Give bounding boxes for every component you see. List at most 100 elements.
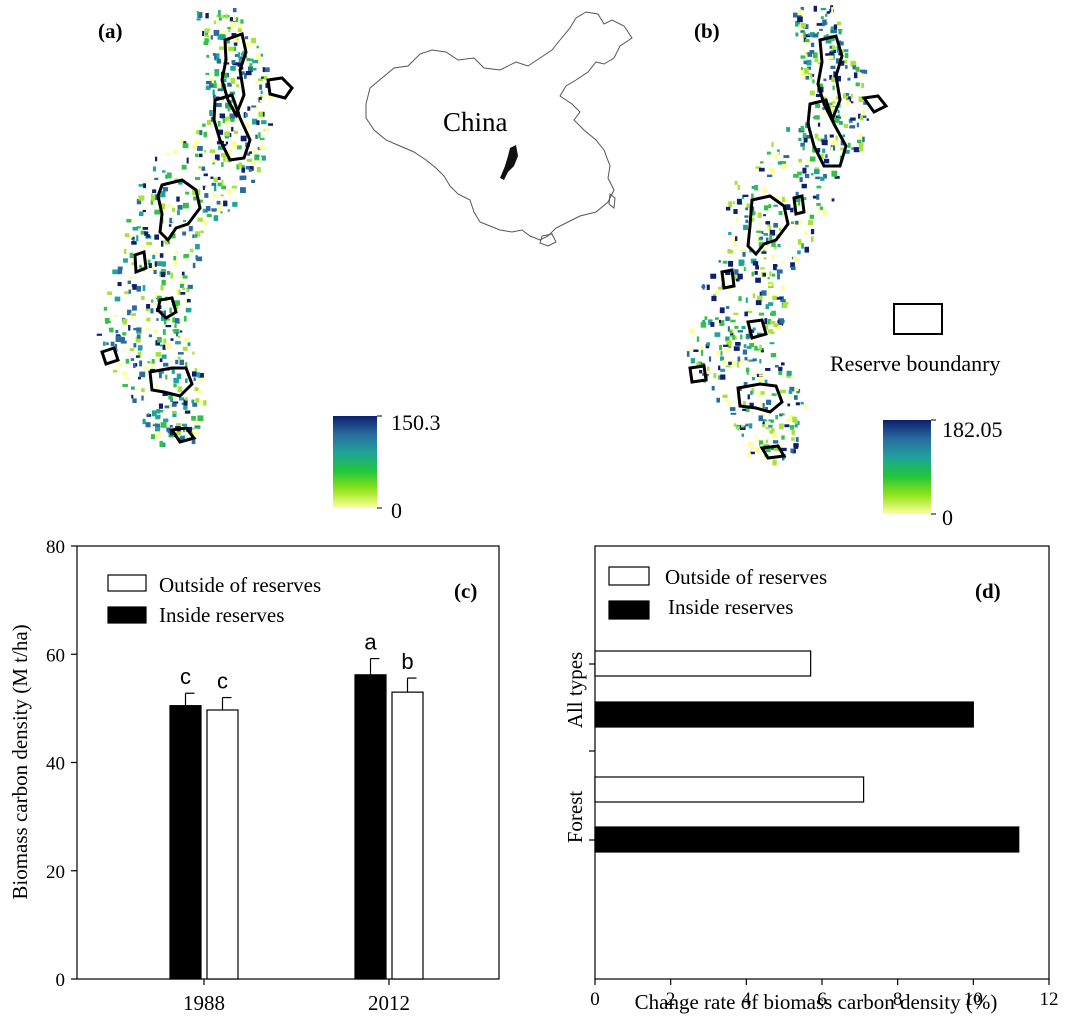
map-a-pixel bbox=[211, 159, 217, 163]
map-b-pixel bbox=[783, 155, 790, 158]
map-b-pixel bbox=[743, 266, 746, 271]
map-a-pixel bbox=[161, 203, 166, 209]
map-b-pixel bbox=[722, 394, 728, 398]
map-b-pixel bbox=[754, 435, 758, 438]
map-b-pixel bbox=[797, 16, 803, 23]
map-a-pixel bbox=[155, 384, 159, 390]
map-b-pixel bbox=[777, 243, 781, 248]
map-a-pixel bbox=[177, 210, 180, 216]
legend-c-outside-swatch bbox=[107, 574, 147, 592]
map-b-pixel bbox=[784, 424, 790, 428]
map-a-pixel bbox=[204, 35, 210, 38]
map-a-pixel bbox=[138, 195, 145, 201]
map-b-pixel bbox=[819, 28, 823, 31]
map-a-pixel bbox=[187, 342, 191, 347]
map-b-pixel bbox=[793, 256, 799, 261]
map-b-pixel bbox=[734, 180, 738, 185]
map-b-pixel bbox=[822, 19, 827, 26]
map-b-pixel bbox=[795, 32, 799, 37]
map-b-pixel bbox=[797, 9, 803, 16]
map-b-pixel bbox=[855, 82, 860, 87]
chart-d-y-axis: All types Forest bbox=[563, 652, 595, 843]
map-b-pixel bbox=[718, 260, 721, 263]
map-a-pixel bbox=[217, 176, 221, 180]
map-a-pixel bbox=[151, 266, 156, 271]
map-b-pixel bbox=[795, 437, 799, 442]
legend-d-outside-swatch bbox=[608, 566, 650, 586]
map-a-pixel bbox=[172, 317, 176, 323]
map-a-pixel bbox=[167, 203, 171, 207]
map-a-pixel bbox=[165, 174, 168, 179]
map-a-pixel bbox=[134, 388, 139, 391]
map-b-pixel bbox=[833, 49, 836, 54]
map-a-pixel bbox=[158, 369, 164, 374]
map-a-pixel bbox=[183, 219, 187, 223]
map-b-pixel bbox=[819, 206, 824, 210]
map-b-pixel bbox=[797, 239, 802, 245]
map-a-pixel bbox=[246, 58, 250, 61]
map-b-pixel bbox=[794, 424, 798, 428]
map-b-pixel bbox=[737, 273, 743, 280]
map-a-pixel bbox=[240, 135, 247, 142]
map-b-pixel bbox=[776, 269, 783, 274]
map-b-pixel bbox=[835, 135, 838, 142]
map-a-pixel bbox=[204, 38, 209, 43]
map-a-pixel bbox=[160, 284, 164, 291]
map-a-pixel bbox=[192, 144, 198, 149]
map-b-pixel bbox=[819, 83, 824, 87]
map-b-pixel bbox=[758, 222, 762, 225]
map-b-pixel bbox=[807, 52, 813, 57]
map-b-pixel bbox=[858, 145, 863, 152]
map-a-pixel bbox=[234, 40, 240, 45]
map-b-pixel bbox=[729, 336, 733, 341]
map-a-pixel bbox=[136, 199, 142, 205]
map-b-pixel bbox=[734, 269, 739, 275]
map-a-pixel bbox=[258, 132, 261, 139]
panel-label-b: (b) bbox=[694, 19, 720, 43]
map-b-pixel bbox=[800, 69, 805, 76]
map-b-pixel bbox=[745, 407, 750, 413]
map-a-pixel bbox=[214, 80, 217, 83]
map-a-pixel bbox=[193, 377, 196, 381]
map-a-pixel bbox=[197, 217, 203, 222]
map-a-pixel bbox=[219, 195, 225, 198]
map-a-pixel bbox=[163, 418, 169, 423]
map-b-pixel bbox=[866, 118, 869, 121]
map-a-pixel bbox=[264, 128, 270, 132]
map-a-pixel bbox=[117, 266, 123, 270]
map-a-pixel bbox=[146, 241, 152, 246]
map-a-pixel bbox=[245, 71, 252, 76]
map-b-pixel bbox=[755, 277, 761, 283]
map-b-pixel bbox=[759, 291, 763, 296]
chart-c-significance-letter: a bbox=[364, 630, 377, 655]
map-a-pixel bbox=[122, 371, 128, 376]
map-a-pixel bbox=[182, 287, 186, 291]
chart-d-category-label: All types bbox=[563, 652, 587, 728]
map-b-pixel bbox=[817, 207, 820, 213]
map-b-pixel bbox=[689, 348, 693, 351]
map-a-pixel bbox=[255, 155, 260, 158]
map-a-pixel bbox=[214, 54, 217, 61]
map-b-pixel bbox=[737, 184, 740, 190]
map-b-pixel bbox=[812, 79, 815, 84]
map-a-pixel bbox=[146, 304, 151, 309]
map-b-pixel bbox=[829, 102, 833, 105]
map-b-pixel bbox=[786, 127, 790, 132]
map-b-pixel bbox=[761, 413, 764, 417]
map-b-pixel bbox=[845, 149, 850, 154]
map-b-pixel bbox=[720, 374, 726, 380]
map-a-pixel bbox=[244, 73, 247, 79]
map-a-pixel bbox=[260, 90, 263, 95]
map-b-pixel bbox=[800, 55, 806, 59]
map-b-pixel bbox=[751, 193, 754, 199]
map-b-pixel bbox=[711, 386, 715, 391]
map-a-pixel bbox=[203, 219, 209, 226]
map-a-pixel bbox=[209, 110, 213, 116]
map-b-pixel bbox=[820, 176, 825, 181]
map-b-pixel bbox=[807, 66, 811, 70]
map-a-pixel bbox=[119, 336, 125, 343]
map-b-pixel bbox=[839, 121, 843, 125]
map-b-pixel bbox=[761, 424, 766, 427]
map-b-pixel bbox=[718, 365, 721, 371]
map-b-pixel bbox=[737, 330, 743, 333]
